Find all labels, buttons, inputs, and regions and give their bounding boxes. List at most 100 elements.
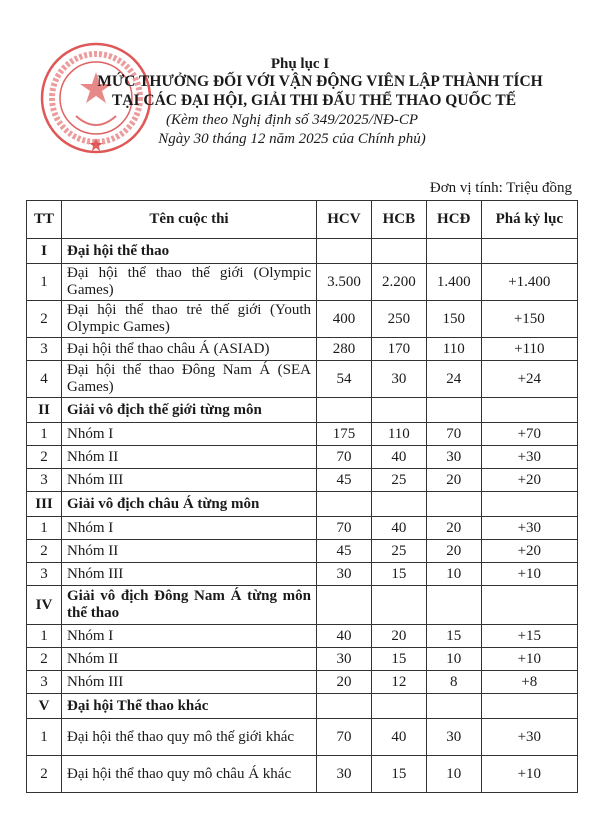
silver-reward [370, 693, 427, 719]
gold-reward: 400 [316, 300, 372, 338]
competition-name: Giải vô địch Đông Nam Á từng môn thể tha… [61, 585, 317, 625]
col-header-name: Tên cuộc thi [61, 200, 317, 239]
bronze-reward: 20 [425, 516, 482, 540]
table-row: 1 Nhóm I 70 40 20 +30 [26, 516, 579, 540]
silver-reward: 15 [370, 647, 427, 671]
competition-name: Đại hội thể thao [61, 238, 317, 264]
row-number: V [26, 693, 62, 719]
record-bonus: +8 [480, 670, 579, 694]
gold-reward: 175 [316, 422, 372, 446]
row-number: 3 [26, 337, 62, 361]
competition-name: Nhóm I [61, 624, 317, 648]
col-header-hcb: HCB [370, 200, 427, 239]
competition-name: Đại hội thể thao quy mô thế giới khác [61, 718, 317, 756]
table-row: 2 Nhóm II 70 40 30 +30 [26, 445, 579, 469]
row-number: IV [26, 585, 62, 625]
row-number: 3 [26, 562, 62, 586]
competition-name: Nhóm I [61, 516, 317, 540]
record-bonus: +30 [480, 516, 579, 540]
table-row: 2 Nhóm II 30 15 10 +10 [26, 647, 579, 671]
competition-name: Nhóm II [61, 647, 317, 671]
record-bonus [480, 693, 579, 719]
bronze-reward [425, 693, 482, 719]
record-bonus [480, 491, 579, 517]
row-number: 4 [26, 360, 62, 398]
gold-reward [316, 397, 372, 423]
silver-reward: 15 [370, 755, 427, 793]
table-row: 4 Đại hội thể thao Đông Nam Á (SEA Games)… [26, 360, 579, 398]
silver-reward [370, 585, 427, 625]
gold-reward [316, 585, 372, 625]
gold-reward: 45 [316, 539, 372, 563]
competition-name: Nhóm II [61, 445, 317, 469]
gold-reward [316, 693, 372, 719]
silver-reward: 15 [370, 562, 427, 586]
silver-reward: 40 [370, 718, 427, 756]
gold-reward: 70 [316, 718, 372, 756]
silver-reward: 25 [370, 539, 427, 563]
subtitle-line1: (Kèm theo Nghị định số 349/2025/NĐ-CP [165, 112, 419, 128]
silver-reward: 250 [370, 300, 427, 338]
table-row: 3 Nhóm III 30 15 10 +10 [26, 562, 579, 586]
silver-reward: 170 [370, 337, 427, 361]
row-number: I [26, 238, 62, 264]
record-bonus: +10 [480, 647, 579, 671]
competition-name: Đại hội thể thao Đông Nam Á (SEA Games) [61, 360, 317, 398]
table-row: 2 Đại hội thể thao trẻ thế giới (Youth Ol… [26, 300, 579, 338]
record-bonus: +20 [480, 468, 579, 492]
competition-name: Đại hội thể thao châu Á (ASIAD) [61, 337, 317, 361]
bronze-reward: 20 [425, 539, 482, 563]
row-number: 1 [26, 516, 62, 540]
silver-reward: 25 [370, 468, 427, 492]
bronze-reward: 10 [425, 562, 482, 586]
table-row: 3 Đại hội thể thao châu Á (ASIAD) 280 170 11… [26, 337, 579, 361]
bronze-reward: 20 [425, 468, 482, 492]
competition-name: Giải vô địch thế giới từng môn [61, 397, 317, 423]
row-number: 2 [26, 539, 62, 563]
bronze-reward: 1.400 [425, 263, 482, 301]
silver-reward [370, 397, 427, 423]
record-bonus: +150 [480, 300, 579, 338]
section-row: II Giải vô địch thế giới từng môn [26, 397, 579, 423]
competition-name: Nhóm I [61, 422, 317, 446]
silver-reward [370, 491, 427, 517]
table-header-row: TT Tên cuộc thi HCV HCB HCĐ Phá kỷ lục [26, 200, 579, 239]
bronze-reward: 70 [425, 422, 482, 446]
bronze-reward: 30 [425, 718, 482, 756]
gold-reward: 30 [316, 647, 372, 671]
section-row: IV Giải vô địch Đông Nam Á từng môn thể t… [26, 585, 579, 625]
record-bonus: +24 [480, 360, 579, 398]
row-number: 1 [26, 718, 62, 756]
bronze-reward [425, 491, 482, 517]
bronze-reward: 10 [425, 755, 482, 793]
bronze-reward: 8 [425, 670, 482, 694]
silver-reward: 30 [370, 360, 427, 398]
silver-reward: 2.200 [370, 263, 427, 301]
competition-name: Đại hội thể thao trẻ thế giới (Youth Oly… [61, 300, 317, 338]
subtitle-line2: Ngày 30 tháng 12 năm 2025 của Chính phủ) [158, 131, 426, 147]
record-bonus: +10 [480, 755, 579, 793]
row-number: 1 [26, 422, 62, 446]
col-header-hcd: HCĐ [425, 200, 482, 239]
section-row: III Giải vô địch châu Á từng môn [26, 491, 579, 517]
record-bonus: +70 [480, 422, 579, 446]
gold-reward: 280 [316, 337, 372, 361]
row-number: 2 [26, 445, 62, 469]
table-row: 1 Nhóm I 40 20 15 +15 [26, 624, 579, 648]
silver-reward [370, 238, 427, 264]
bronze-reward: 15 [425, 624, 482, 648]
record-bonus [480, 585, 579, 625]
record-bonus [480, 238, 579, 264]
col-header-tt: TT [26, 200, 62, 239]
silver-reward: 12 [370, 670, 427, 694]
record-bonus [480, 397, 579, 423]
record-bonus: +30 [480, 445, 579, 469]
bronze-reward: 110 [425, 337, 482, 361]
section-row: I Đại hội thể thao [26, 238, 579, 264]
bronze-reward: 30 [425, 445, 482, 469]
bronze-reward [425, 397, 482, 423]
silver-reward: 20 [370, 624, 427, 648]
record-bonus: +10 [480, 562, 579, 586]
competition-name: Nhóm III [61, 562, 317, 586]
row-number: 2 [26, 755, 62, 793]
